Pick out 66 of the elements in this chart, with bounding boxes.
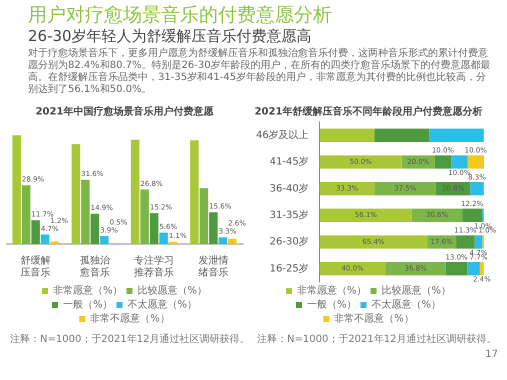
chart-title: 2021年中国疗愈场景音乐用户付费意愿 [36, 106, 214, 118]
bar [320, 262, 386, 276]
x-tick-label: 发泄情绪音乐 [198, 254, 228, 279]
x-tick-label: 舒缓解压音乐 [20, 254, 51, 279]
bar [374, 182, 436, 196]
text: 对于疗愈场景音乐下，更多用户愿意为舒缓解压音乐和孤独治愈音乐付费，这两种音乐形式的累计付费意愿分别为82.4%和80.7%。特别是26-30岁年龄段的用户，在所有的四类疗愈音乐场景下的付费意愿都最高。在舒缓解压音乐品类中，31-35岁和41-45岁年龄段的用户，非常愿意为其付费的比例也比较高，分别达到了56.1%和50.0%。 [28, 48, 491, 96]
bar [320, 128, 374, 142]
bar [72, 144, 80, 244]
bar [159, 232, 168, 244]
bar [320, 235, 428, 249]
legend-label: 比较愿意（%） [382, 284, 452, 297]
text: 注释：N=1000；于2021年12月通过社区调研获得。 [9, 334, 250, 346]
legend-label: 一般（%） [63, 300, 113, 311]
x-tick-label: 专注学习推荐音乐 [134, 254, 174, 279]
y-tick-label: 31-35岁 [270, 208, 309, 221]
bar [12, 135, 21, 244]
bar [320, 155, 402, 169]
bar [462, 208, 482, 222]
text: 17 [485, 349, 498, 360]
bar [470, 182, 484, 196]
bar [150, 213, 158, 244]
bar [130, 140, 140, 244]
bar [31, 220, 40, 244]
y-tick-label: 36-40岁 [270, 182, 309, 194]
legend-label: 不太愿意（%） [372, 298, 442, 311]
y-tick-label: 16-25岁 [270, 262, 309, 274]
bar [22, 185, 30, 244]
bar [40, 234, 50, 244]
legend-label: 比较愿意（%） [138, 284, 208, 297]
legend-label: 非常不愿意（%） [90, 312, 170, 325]
bar [190, 140, 199, 244]
x-tick-label: 孤独治愈音乐 [78, 254, 110, 279]
bar [385, 262, 446, 276]
bar [209, 212, 218, 244]
bar [451, 155, 468, 169]
bar [81, 180, 90, 244]
bar [140, 190, 149, 244]
text: 注释：N=1000；于2021年12月通过社区调研获得。 [256, 334, 498, 346]
legend-label: 不太愿意（%） [128, 298, 198, 311]
bar [468, 155, 484, 169]
bar [456, 235, 475, 249]
legend-label: 非常愿意（%） [297, 284, 367, 297]
bar [100, 236, 109, 244]
bar [218, 237, 228, 244]
bar [429, 128, 484, 142]
bar [434, 155, 452, 169]
legend-label: 非常愿意（%） [53, 284, 123, 297]
bar [228, 238, 237, 244]
bar [412, 208, 462, 222]
bar [480, 262, 484, 276]
legend-label: 非常不愿意（%） [334, 312, 414, 325]
y-tick-label: 46岁及以上 [256, 128, 309, 141]
legend-label: 一般（%） [307, 300, 357, 311]
bar [90, 214, 100, 244]
y-tick-label: 41-45岁 [270, 156, 309, 168]
bar [446, 262, 468, 276]
bar [374, 128, 430, 142]
bar [474, 235, 482, 249]
bar [320, 208, 412, 222]
bar [320, 182, 374, 196]
text: 26-30岁年轻人为舒缓解压音乐付费意愿高 [28, 27, 313, 46]
text: 用户对疗愈场景音乐的付费意愿分析 [28, 4, 333, 27]
bar [200, 188, 208, 244]
chart-title: 2021年舒缓解压音乐不同年龄段用户付费意愿分析 [254, 106, 482, 118]
y-tick-label: 26-30岁 [270, 236, 309, 248]
bar [467, 262, 480, 276]
